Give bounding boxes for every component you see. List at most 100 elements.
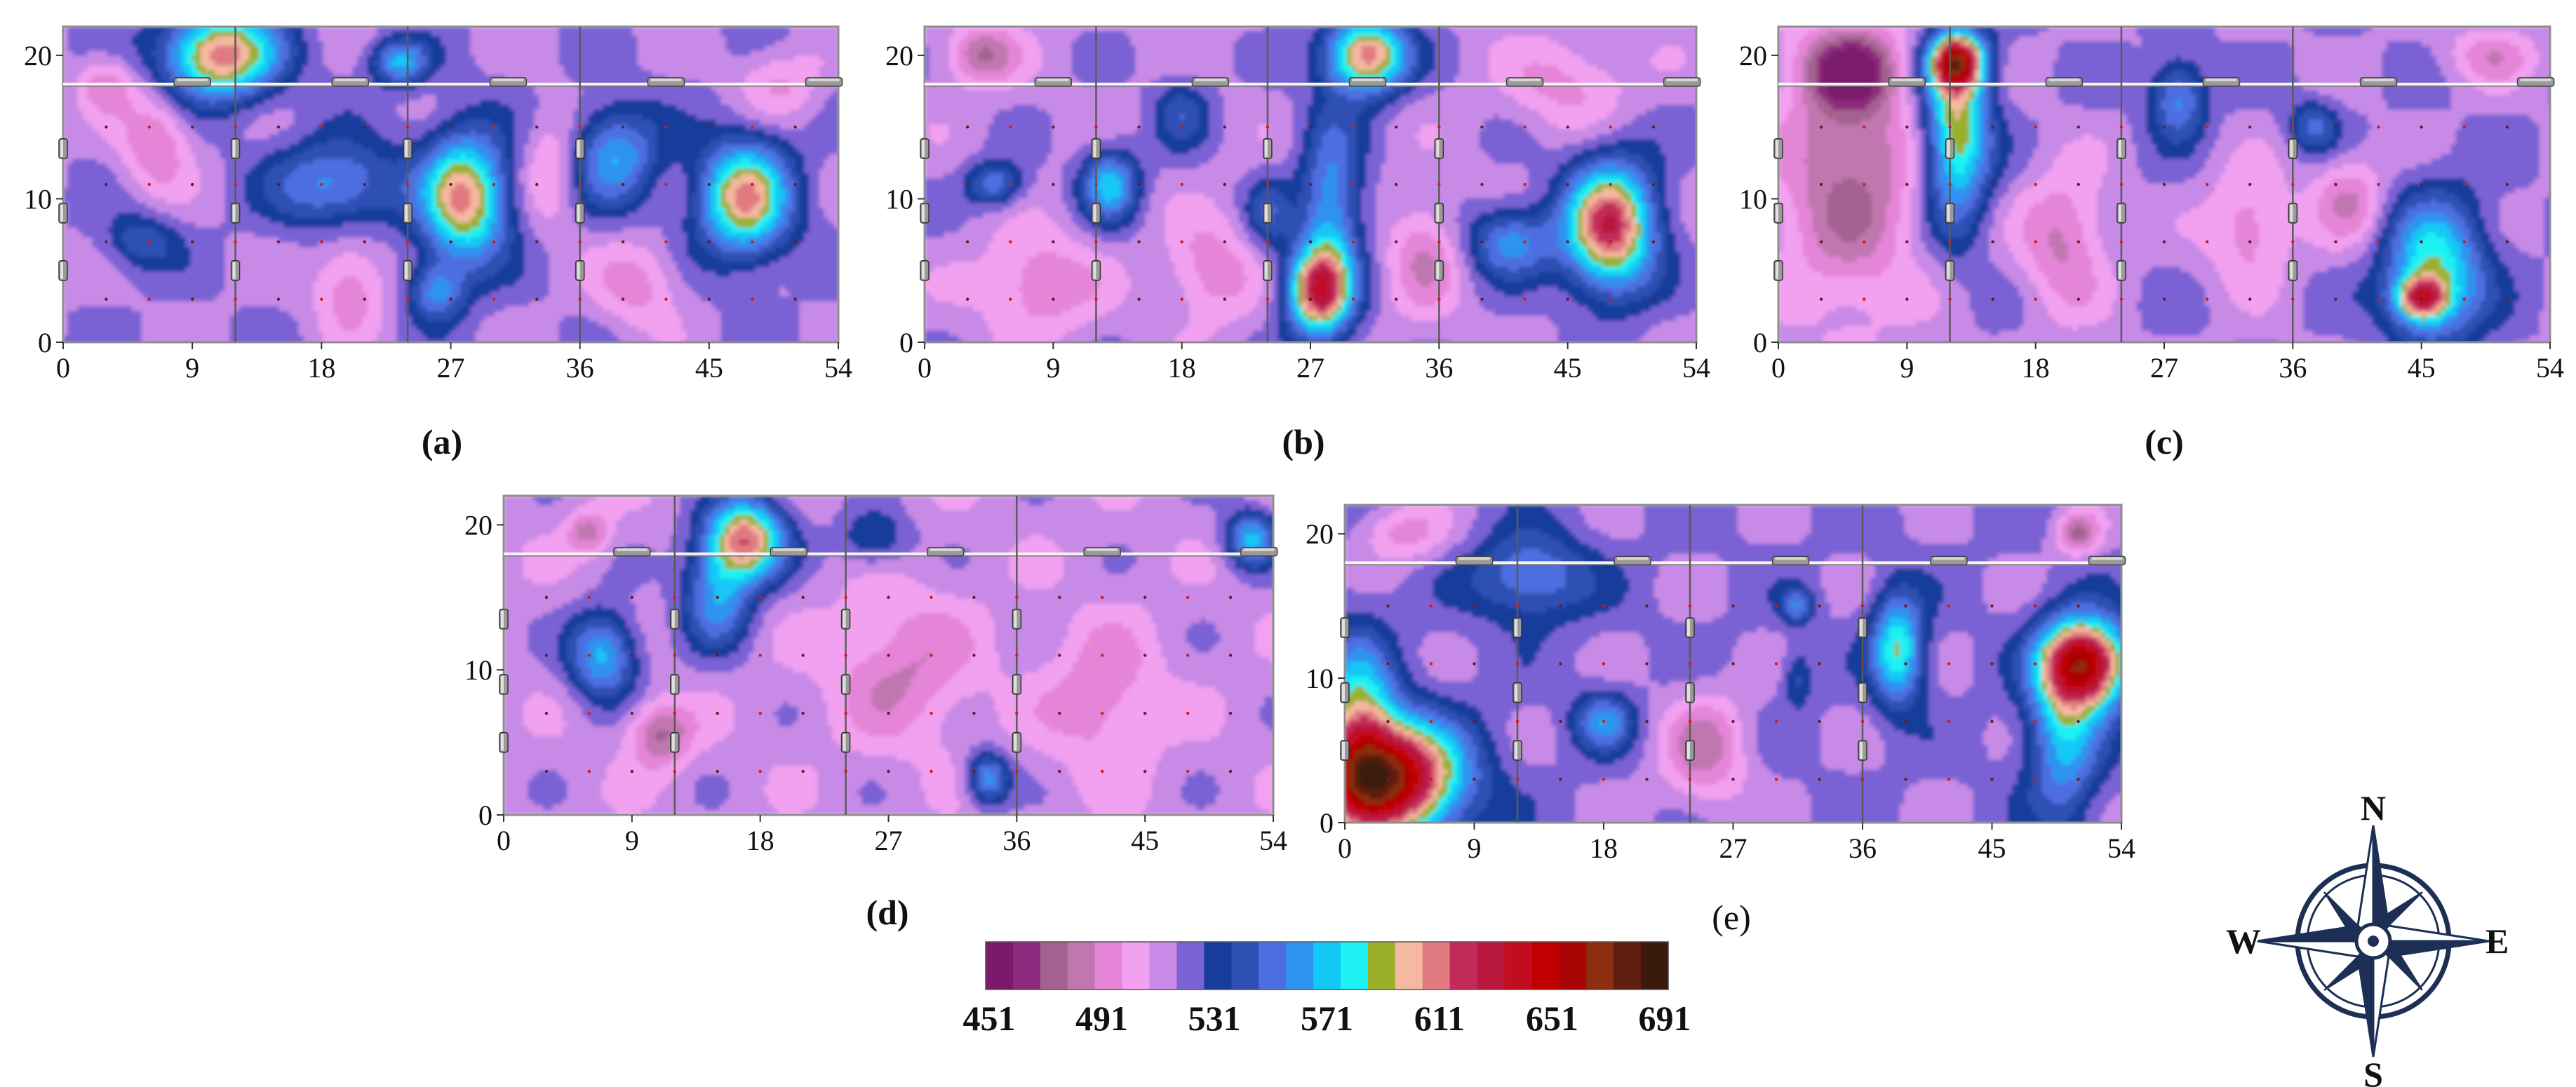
axes-b: 0 9 18 27 36 45 54 0 10 20 — [885, 40, 1710, 384]
x-tick-label-c-0: 0 — [1771, 352, 1785, 384]
colorbar-swatch-18 — [1477, 942, 1505, 990]
colorbar-swatch-22 — [1586, 942, 1614, 990]
x-tick-label-e-5: 45 — [1978, 832, 2006, 864]
colorbar-swatch-12 — [1313, 942, 1341, 990]
electrodes-a — [58, 77, 843, 281]
panel-a: 0 9 18 27 36 45 54 0 10 20 (a) — [24, 25, 852, 461]
panel-label-e: (e) — [1712, 898, 1751, 937]
y-tick-label-a-1: 10 — [24, 183, 52, 215]
heatmap-field-c — [1778, 27, 2550, 342]
colorbar-swatch-5 — [1122, 942, 1151, 990]
compass-north-label: N — [2361, 788, 2386, 828]
x-tick-label-b-4: 36 — [1425, 352, 1453, 384]
y-tick-label-c-1: 10 — [1739, 183, 1767, 215]
y-tick-label-e-1: 10 — [1306, 663, 1334, 694]
x-tick-label-a-2: 18 — [307, 352, 335, 384]
axes-e: 0 9 18 27 36 45 54 0 10 20 — [1306, 518, 2135, 864]
y-tick-label-e-0: 0 — [1320, 807, 1334, 839]
compass-east-label: E — [2486, 921, 2509, 961]
x-tick-label-b-1: 9 — [1046, 352, 1060, 384]
y-tick-label-d-1: 10 — [464, 654, 492, 686]
axes-d: 0 9 18 27 36 45 54 0 10 20 — [464, 509, 1287, 856]
sample-points-e — [1386, 604, 2080, 781]
panel-label-a: (a) — [422, 422, 462, 461]
colorbar-swatch-13 — [1340, 942, 1369, 990]
y-tick-label-d-0: 0 — [478, 799, 492, 831]
colorbar-swatch-19 — [1504, 942, 1532, 990]
x-tick-label-e-4: 36 — [1849, 832, 1877, 864]
colorbar-swatch-10 — [1259, 942, 1287, 990]
y-tick-label-c-2: 20 — [1739, 40, 1767, 72]
x-tick-label-a-3: 27 — [437, 352, 465, 384]
overlay-e — [1340, 504, 2126, 824]
compass-hub — [2368, 936, 2379, 947]
x-tick-label-d-0: 0 — [497, 825, 511, 856]
x-tick-label-c-5: 45 — [2408, 352, 2436, 384]
x-tick-label-a-1: 9 — [185, 352, 199, 384]
x-tick-label-e-2: 18 — [1590, 832, 1618, 864]
colorbar-swatch-0 — [986, 942, 1014, 990]
colorbar-swatch-4 — [1094, 942, 1123, 990]
compass-major-points — [2257, 825, 2490, 1058]
x-tick-label-c-2: 18 — [2022, 352, 2050, 384]
x-tick-label-b-3: 27 — [1296, 352, 1324, 384]
x-tick-label-d-6: 54 — [1259, 825, 1287, 856]
x-tick-label-c-1: 9 — [1900, 352, 1914, 384]
electrodes-b — [920, 77, 1701, 281]
electrodes-c — [1773, 77, 2555, 281]
panel-label-d: (d) — [866, 893, 908, 932]
colorbar-swatch-7 — [1176, 942, 1205, 990]
heatmap-field-a — [63, 27, 838, 342]
heatmap-field-d — [504, 496, 1273, 815]
colorbar-swatch-9 — [1231, 942, 1259, 990]
x-tick-label-b-0: 0 — [918, 352, 932, 384]
x-tick-label-b-5: 45 — [1554, 352, 1582, 384]
colorbar-swatch-6 — [1149, 942, 1178, 990]
axes-c: 0 9 18 27 36 45 54 0 10 20 — [1739, 40, 2564, 384]
heatmap-a — [63, 27, 838, 342]
x-tick-label-c-6: 54 — [2536, 352, 2564, 384]
overlay-a — [58, 25, 843, 344]
x-tick-label-d-5: 45 — [1131, 825, 1159, 856]
colorbar-swatch-3 — [1067, 942, 1096, 990]
colorbar-swatch-17 — [1449, 942, 1478, 990]
heatmap-d — [504, 496, 1273, 815]
compass-west-label: W — [2226, 921, 2261, 961]
x-tick-label-d-2: 18 — [746, 825, 774, 856]
x-tick-label-e-6: 54 — [2107, 832, 2135, 864]
axes-a: 0 9 18 27 36 45 54 0 10 20 — [24, 40, 852, 384]
x-tick-label-e-0: 0 — [1338, 832, 1352, 864]
heatmap-e — [1345, 505, 2121, 823]
x-tick-label-a-0: 0 — [56, 352, 70, 384]
sample-points-d — [544, 595, 1233, 774]
colorbar-swatch-2 — [1040, 942, 1068, 990]
sample-points-b — [965, 125, 1656, 301]
panel-c: 0 9 18 27 36 45 54 0 10 20 (c) — [1739, 25, 2564, 461]
y-tick-label-c-0: 0 — [1753, 327, 1767, 358]
x-tick-label-a-4: 36 — [566, 352, 594, 384]
heatmap-b — [925, 27, 1696, 342]
overlay-d — [499, 494, 1278, 816]
y-tick-label-a-0: 0 — [38, 327, 52, 358]
colorbar-swatch-15 — [1395, 942, 1423, 990]
y-tick-label-a-2: 20 — [24, 40, 52, 72]
colorbar-label-5: 651 — [1526, 999, 1578, 1038]
colorbar-label-2: 531 — [1188, 999, 1241, 1038]
panel-d: 0 9 18 27 36 45 54 0 10 20 (d) — [464, 494, 1287, 932]
panel-label-c: (c) — [2145, 422, 2184, 461]
compass-south-label: S — [2363, 1055, 2383, 1087]
heatmap-field-b — [925, 27, 1696, 342]
y-tick-label-b-0: 0 — [899, 327, 913, 358]
x-tick-label-e-1: 9 — [1468, 832, 1482, 864]
panel-e: 0 9 18 27 36 45 54 0 10 20 (e) — [1306, 504, 2135, 937]
y-tick-label-b-1: 10 — [885, 183, 913, 215]
x-tick-label-a-5: 45 — [695, 352, 723, 384]
colorbar-swatch-8 — [1204, 942, 1232, 990]
colorbar-label-1: 491 — [1075, 999, 1128, 1038]
heatmap-c — [1778, 27, 2550, 342]
x-tick-label-c-4: 36 — [2279, 352, 2307, 384]
colorbar-label-0: 451 — [963, 999, 1016, 1038]
colorbar-swatch-21 — [1559, 942, 1587, 990]
heatmap-field-e — [1345, 505, 2121, 823]
